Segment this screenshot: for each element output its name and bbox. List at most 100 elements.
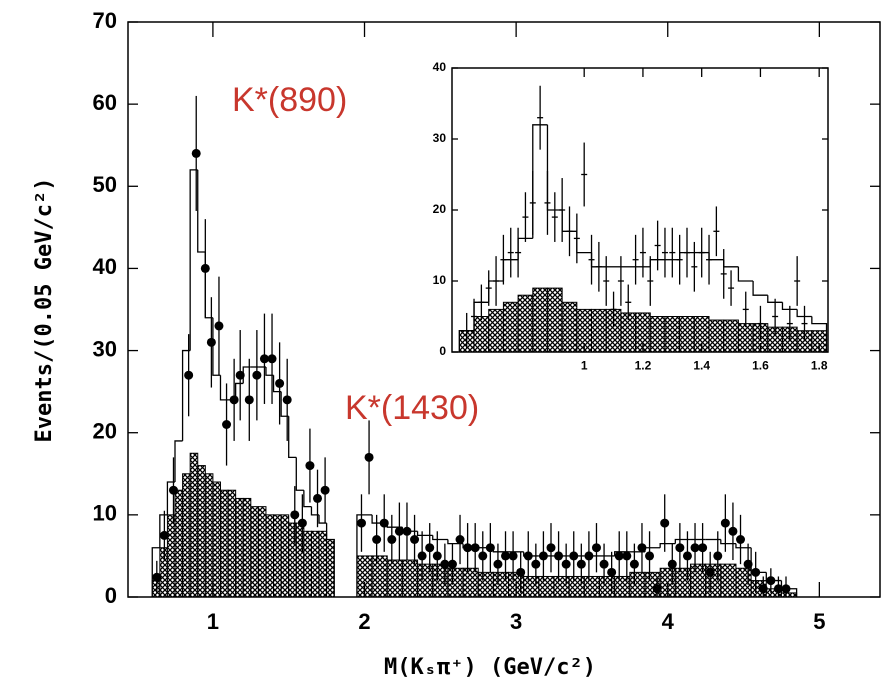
- fit-bin: [174, 440, 183, 482]
- data-point: [152, 572, 162, 582]
- background-bin: [664, 316, 681, 353]
- data-point: [206, 337, 216, 347]
- fit-bin: [767, 295, 783, 303]
- fit-bin: [447, 539, 464, 545]
- background-bin: [568, 575, 585, 598]
- data-point: [713, 551, 723, 561]
- data-point: [432, 551, 442, 561]
- data-point: [290, 510, 300, 520]
- data-point: [508, 551, 518, 561]
- data-point: [736, 535, 746, 544]
- x-axis-title: M(Kₛπ⁺) (GeV/c²): [384, 655, 596, 680]
- background-bin: [546, 287, 563, 353]
- fit-bin: [166, 481, 175, 515]
- fit-bin: [181, 349, 191, 441]
- data-point: [614, 551, 624, 561]
- fit-bin: [288, 416, 297, 459]
- fit-bin: [735, 543, 752, 549]
- data-point: [463, 543, 473, 553]
- y-tick-label: 10: [433, 273, 447, 287]
- data-point: [297, 518, 307, 528]
- y-tick-label: 20: [93, 419, 117, 444]
- background-bin: [674, 567, 691, 598]
- y-tick-label: 40: [433, 60, 447, 74]
- data-point: [235, 370, 245, 380]
- background-bin: [649, 316, 666, 353]
- background-bin: [235, 497, 244, 598]
- background-bin: [204, 473, 214, 598]
- data-point: [402, 526, 412, 536]
- x-tick-label: 1: [581, 359, 588, 373]
- fit-bin: [310, 506, 320, 516]
- data-point: [447, 559, 457, 569]
- data-point: [305, 461, 315, 471]
- fit-bin: [212, 317, 221, 376]
- data-point: [364, 452, 374, 462]
- data-point: [485, 543, 495, 553]
- data-point: [667, 559, 677, 569]
- data-point: [372, 535, 382, 544]
- data-point: [538, 551, 548, 561]
- fit-bin: [325, 523, 335, 597]
- background-bin: [371, 555, 388, 598]
- y-tick-label: 10: [93, 501, 117, 526]
- fit-bin: [750, 547, 767, 574]
- fit-bin: [303, 490, 312, 508]
- x-tick-label: 4: [662, 609, 675, 634]
- data-point: [275, 378, 285, 388]
- data-point: [493, 559, 503, 569]
- background-bin: [720, 563, 737, 598]
- data-point: [523, 551, 533, 561]
- data-point: [244, 395, 254, 405]
- background-bin: [708, 319, 725, 353]
- data-point: [705, 567, 715, 577]
- data-point: [682, 551, 692, 561]
- fit-bin: [720, 539, 736, 545]
- data-point: [191, 148, 201, 158]
- data-point: [645, 551, 655, 561]
- background-bin: [318, 530, 328, 598]
- data-point: [698, 543, 708, 553]
- data-point: [252, 370, 262, 380]
- background-bin: [723, 319, 739, 353]
- x-tick-label: 1: [207, 609, 219, 634]
- fit-bin: [659, 542, 676, 548]
- fit-bin: [752, 281, 768, 296]
- background-bin: [250, 506, 259, 598]
- y-tick-label: 30: [93, 336, 117, 361]
- data-point: [516, 567, 526, 577]
- x-tick-label: 1.2: [635, 359, 652, 373]
- data-point: [576, 559, 586, 569]
- fit-bin: [318, 514, 327, 524]
- data-point: [501, 551, 511, 561]
- data-point: [652, 584, 662, 594]
- background-bin: [517, 294, 534, 353]
- fit-bin: [737, 266, 754, 282]
- data-point: [222, 420, 232, 429]
- background-bin: [561, 301, 578, 353]
- data-point: [561, 559, 571, 569]
- y-tick-label: 30: [433, 131, 447, 145]
- data-point: [591, 543, 601, 553]
- y-tick-label: 0: [105, 583, 117, 608]
- fit-bin: [151, 547, 160, 597]
- background-bin: [417, 563, 434, 598]
- background-bin: [629, 571, 646, 598]
- fit-bin: [674, 538, 691, 544]
- data-point: [773, 584, 783, 594]
- data-point: [531, 559, 541, 569]
- background-bin: [599, 575, 616, 598]
- y-tick-label: 20: [433, 202, 447, 216]
- data-point: [660, 518, 670, 528]
- data-point: [387, 535, 397, 544]
- x-tick-label: 1.6: [752, 359, 769, 373]
- fit-bin: [272, 375, 282, 393]
- background-bin: [432, 563, 449, 598]
- data-point: [584, 551, 594, 561]
- background-bin: [477, 571, 494, 598]
- x-tick-label: 1.8: [811, 359, 828, 373]
- fit-bin: [781, 302, 798, 311]
- background-bin: [492, 571, 510, 598]
- background-bin: [242, 497, 252, 598]
